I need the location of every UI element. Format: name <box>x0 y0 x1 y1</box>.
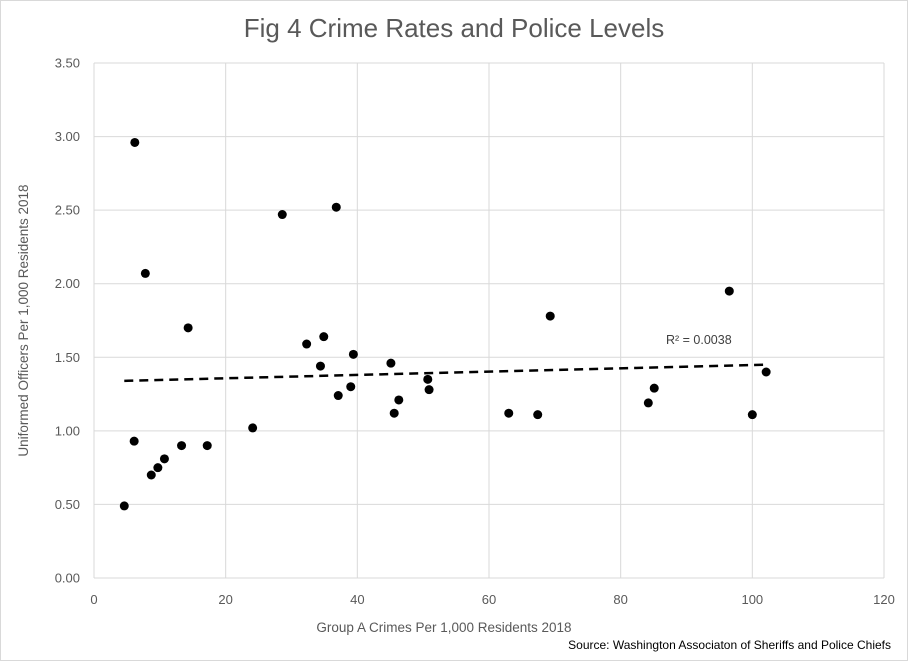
data-point <box>119 501 129 511</box>
data-point <box>130 137 140 147</box>
y-tick-label: 3.50 <box>55 56 80 71</box>
data-point <box>423 374 433 384</box>
y-axis-title: Uniformed Officers Per 1,000 Residents 2… <box>16 184 31 456</box>
data-point <box>747 410 757 420</box>
data-point <box>248 423 258 433</box>
data-point <box>724 286 734 296</box>
data-point <box>394 395 404 405</box>
data-point <box>386 358 396 368</box>
data-point <box>348 349 358 359</box>
data-point <box>159 454 169 464</box>
x-tick-label: 40 <box>350 592 364 607</box>
data-point <box>333 391 343 401</box>
data-point <box>315 361 325 371</box>
data-point <box>504 408 514 418</box>
y-tick-label: 1.50 <box>55 350 80 365</box>
x-tick-label: 80 <box>613 592 627 607</box>
data-point <box>177 441 187 451</box>
y-tick-label: 1.00 <box>55 423 80 438</box>
axes: 0.00 0.50 1.00 1.50 2.00 2.50 3.00 3.50 0 20 40 60 8… <box>55 56 895 608</box>
data-point <box>649 383 659 393</box>
y-tick-label: 0.50 <box>55 497 80 512</box>
x-tick-label: 20 <box>218 592 232 607</box>
x-tick-label: 0 <box>90 592 97 607</box>
data-point <box>533 410 543 420</box>
data-point <box>761 367 771 377</box>
y-tick-label: 0.00 <box>55 571 80 586</box>
data-point <box>545 311 555 321</box>
x-tick-label: 120 <box>873 592 895 607</box>
data-point <box>183 323 193 333</box>
y-tick-label: 3.00 <box>55 129 80 144</box>
data-point <box>277 210 287 220</box>
y-tick-label: 2.50 <box>55 203 80 218</box>
x-tick-label: 60 <box>482 592 496 607</box>
data-point <box>202 441 212 451</box>
source-note: Source: Washington Associaton of Sheriff… <box>568 638 891 652</box>
r-squared-label: R² = 0.0038 <box>666 333 732 347</box>
data-point <box>346 382 356 392</box>
chart-title: Fig 4 Crime Rates and Police Levels <box>243 13 665 43</box>
x-tick-label: 100 <box>741 592 763 607</box>
data-point <box>302 339 312 349</box>
data-point <box>331 202 341 212</box>
y-tick-label: 2.00 <box>55 276 80 291</box>
trendline-group <box>124 363 767 383</box>
data-point <box>129 436 139 446</box>
data-point <box>153 463 163 473</box>
data-point <box>424 385 434 395</box>
data-point <box>319 332 329 342</box>
x-axis-title: Group A Crimes Per 1,000 Residents 2018 <box>316 620 571 635</box>
data-point <box>643 398 653 408</box>
gridlines <box>93 62 885 579</box>
trendline <box>124 363 767 383</box>
data-point <box>389 408 399 418</box>
data-point <box>146 470 156 480</box>
data-point <box>140 268 150 278</box>
data-points <box>119 137 771 511</box>
